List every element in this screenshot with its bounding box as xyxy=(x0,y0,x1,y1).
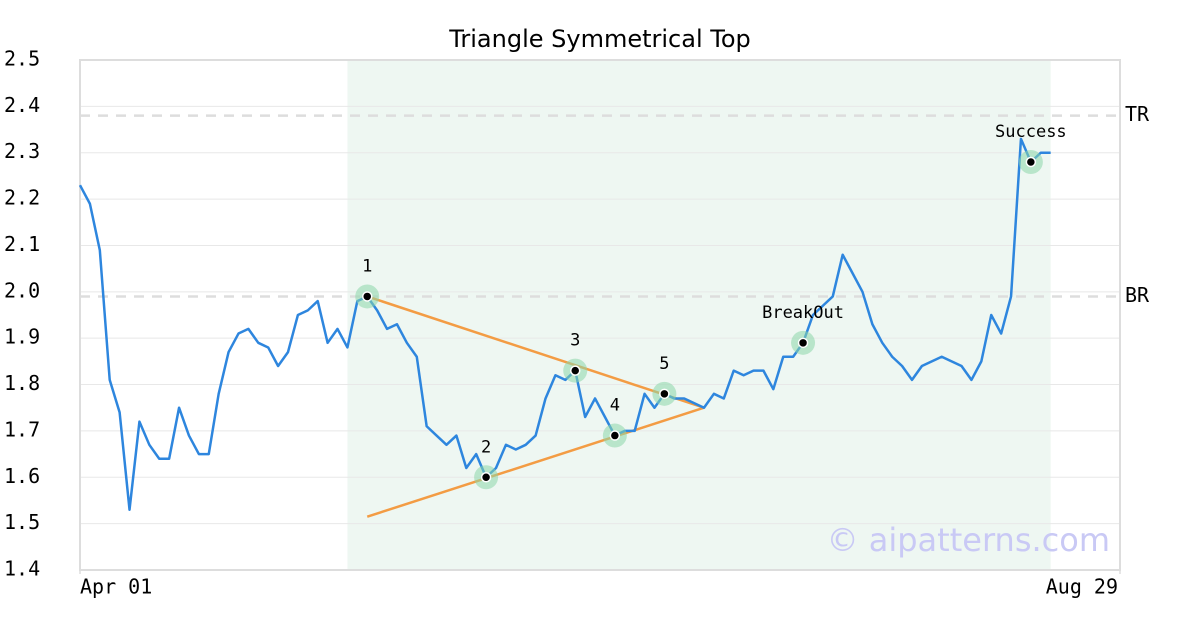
pattern-region xyxy=(347,60,1051,570)
chart-title: Triangle Symmetrical Top xyxy=(448,25,751,53)
pattern-point xyxy=(797,337,809,349)
y-tick-label: 2.2 xyxy=(4,186,40,210)
trend-line xyxy=(366,406,705,518)
pattern-point xyxy=(659,388,670,400)
pattern-label: 3 xyxy=(570,331,580,351)
y-tick-label: 1.6 xyxy=(4,464,40,488)
pattern-label: 5 xyxy=(659,354,669,374)
y-tick-label: 1.4 xyxy=(4,557,40,581)
level-label: BR xyxy=(1125,283,1150,307)
y-tick-label: 2.0 xyxy=(4,278,40,302)
x-tick-label: Apr 01 xyxy=(80,575,152,599)
level-label: TR xyxy=(1125,102,1150,126)
trend-line xyxy=(366,295,705,409)
pattern-point xyxy=(569,365,581,376)
x-tick-label: Aug 29 xyxy=(1046,575,1118,599)
price-line xyxy=(78,137,1051,511)
y-tick-label: 2.1 xyxy=(4,232,40,256)
pattern-label: Success xyxy=(995,122,1067,142)
y-tick-label: 2.4 xyxy=(4,93,40,117)
y-tick-label: 1.8 xyxy=(4,371,40,395)
plot-frame xyxy=(79,59,1121,571)
watermark: © aipatterns.com xyxy=(827,521,1110,559)
y-tick-label: 1.5 xyxy=(4,510,40,534)
pattern-point xyxy=(1025,156,1037,168)
pattern-point xyxy=(361,291,373,302)
pattern-label: BreakOut xyxy=(762,303,844,323)
pattern-label: 4 xyxy=(610,396,620,416)
y-tick-label: 2.5 xyxy=(4,47,40,71)
y-tick-label: 1.7 xyxy=(4,417,40,441)
pattern-point xyxy=(480,472,492,483)
y-tick-label: 2.3 xyxy=(4,139,40,163)
y-tick-label: 1.9 xyxy=(4,325,40,349)
pattern-label: 2 xyxy=(481,437,491,457)
pattern-point xyxy=(609,430,621,441)
pattern-label: 1 xyxy=(362,256,372,276)
